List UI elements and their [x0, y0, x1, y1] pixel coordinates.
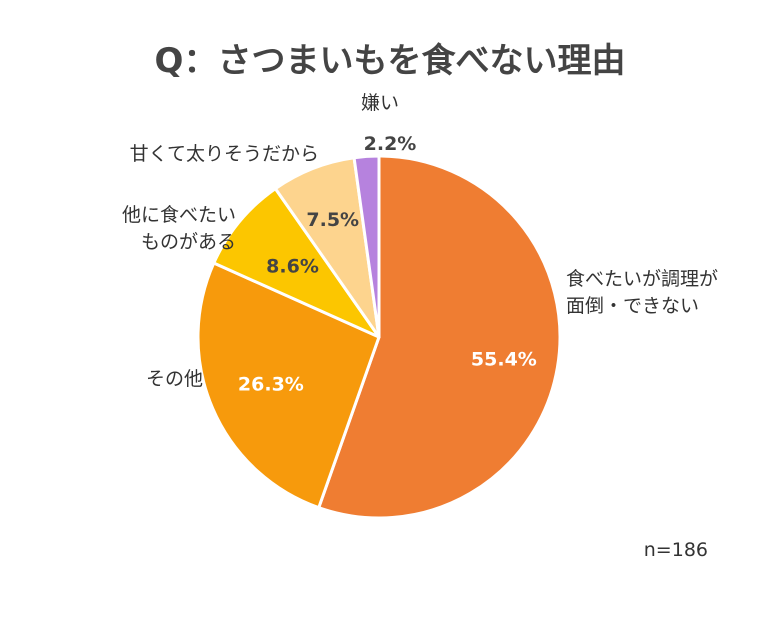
pie-labels: 55.4% 食べたいが調理が面倒・できない 26.3% その他 8.6% 他に食べたいもの… [122, 92, 718, 395]
pie-slice-2 [196, 261, 381, 510]
pie-slice-3 [212, 187, 381, 339]
sample-size-note: n=186 [644, 539, 708, 561]
pie-slice-1-label-line: 面倒・できない [566, 295, 699, 317]
chart-title: Q：さつまいもを食べない理由 [155, 41, 626, 81]
pie-slice-3-label-line: 他に食べたい [122, 204, 236, 226]
pie-slice-5 [352, 154, 381, 339]
pie-slice-4-label: 甘くて太りそうだから [130, 143, 319, 165]
pie-slice-4-label-line: 甘くて太りそうだから [130, 143, 319, 165]
pie-slice-2-label-line: その他 [146, 368, 203, 390]
pie-slice-2-percent: 26.3% [238, 373, 304, 395]
pie-slice-3-label-line: ものがある [141, 231, 236, 253]
pie-slice-5-percent: 2.2% [364, 133, 417, 155]
pie-slice-1-label-line: 食べたいが調理が [566, 268, 718, 290]
pie-slice-3-label: 他に食べたいものがある [122, 204, 236, 253]
pie-slice-5-label-line: 嫌い [361, 92, 399, 114]
pie-slice-5-label: 嫌い [361, 92, 399, 114]
pie-slice-1-percent: 55.4% [471, 348, 537, 370]
pie-slice-3-percent: 8.6% [266, 255, 319, 277]
pie-slice-2-label: その他 [146, 368, 203, 390]
pie-slice-1-label: 食べたいが調理が面倒・できない [566, 268, 718, 317]
pie-slice-4-percent: 7.5% [306, 209, 359, 231]
pie-slices [196, 154, 562, 520]
